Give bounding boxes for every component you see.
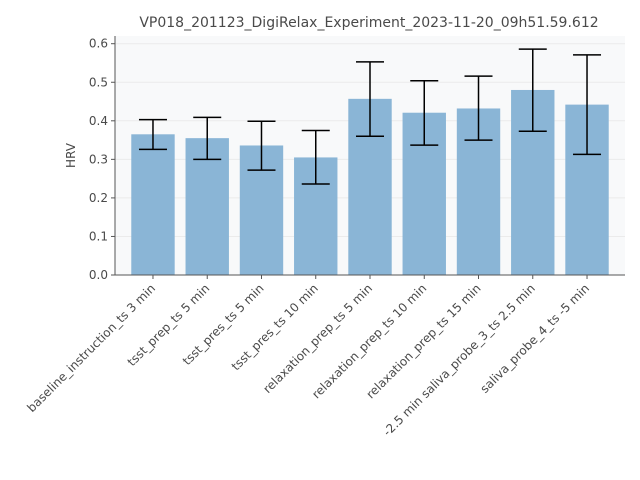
bars-group [131, 89, 609, 276]
x-ticks-group: baseline_instruction_ts 3 mintsst_prep_t… [24, 275, 592, 439]
y-axis-label: HRV [64, 142, 78, 168]
x-tick-label: saliva_probe_4_ts -5 min [477, 281, 592, 396]
x-tick-label: relaxation_prep_ts 10 min [309, 281, 429, 401]
error-bars-group [138, 48, 602, 185]
y-tick-label: 0.6 [89, 37, 108, 51]
y-tick-label: 0.0 [89, 268, 108, 282]
chart-title: VP018_201123_DigiRelax_Experiment_2023-1… [139, 15, 598, 31]
y-ticks-group: 0.0 0.1 0.2 0.3 0.4 0.5 0.6 [89, 37, 115, 282]
y-tick-label: 0.3 [89, 152, 108, 166]
x-tick-label: relaxation_prep_ts 5 min [260, 281, 375, 396]
bar [131, 134, 175, 275]
y-tick-label: 0.2 [89, 191, 108, 205]
y-tick-label: 0.4 [89, 114, 108, 128]
bar [185, 138, 229, 275]
y-tick-label: 0.1 [89, 229, 108, 243]
x-tick-label: relaxation_prep_ts 15 min [363, 281, 483, 401]
y-tick-label: 0.5 [89, 75, 108, 89]
